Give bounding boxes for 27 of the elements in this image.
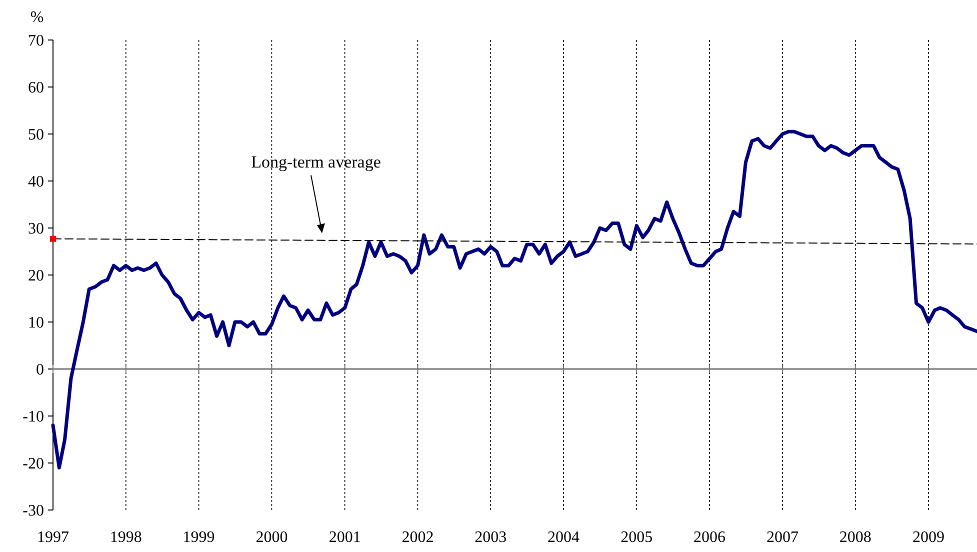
y-tick-label: 40 xyxy=(28,174,44,191)
x-tick-label: 1997 xyxy=(37,529,69,546)
y-tick-label: 70 xyxy=(28,32,44,50)
line-series xyxy=(51,130,977,470)
y-tick-label: 60 xyxy=(28,80,44,97)
x-tick-label: 2001 xyxy=(328,529,361,546)
x-tick-label: 1998 xyxy=(110,529,142,546)
x-tick-label: 2008 xyxy=(839,529,872,546)
y-tick-label: -10 xyxy=(22,408,44,426)
y-tick-label: 30 xyxy=(28,220,44,238)
x-tick-label: 2007 xyxy=(766,529,798,546)
x-tick-label: 1999 xyxy=(182,529,215,546)
y-axis-title: % xyxy=(30,9,44,26)
y-tick-label: 20 xyxy=(28,268,44,285)
y-tick-label: 0 xyxy=(36,362,44,379)
y-tick-label: 50 xyxy=(28,126,44,144)
x-tick-label: 2005 xyxy=(620,529,653,546)
x-tick-label: 2009 xyxy=(912,529,944,546)
x-tick-label: 2002 xyxy=(402,529,434,546)
x-tick-label: 2000 xyxy=(256,529,288,546)
x-tick-label: 2006 xyxy=(694,529,726,546)
annotation: Long-term average xyxy=(251,152,381,172)
y-tick-label: -30 xyxy=(22,502,44,520)
x-tick-label: 2004 xyxy=(548,529,580,546)
y-tick-label: 10 xyxy=(28,314,44,332)
y-tick-label: -20 xyxy=(22,456,44,473)
x-tick-label: 2003 xyxy=(474,529,507,546)
